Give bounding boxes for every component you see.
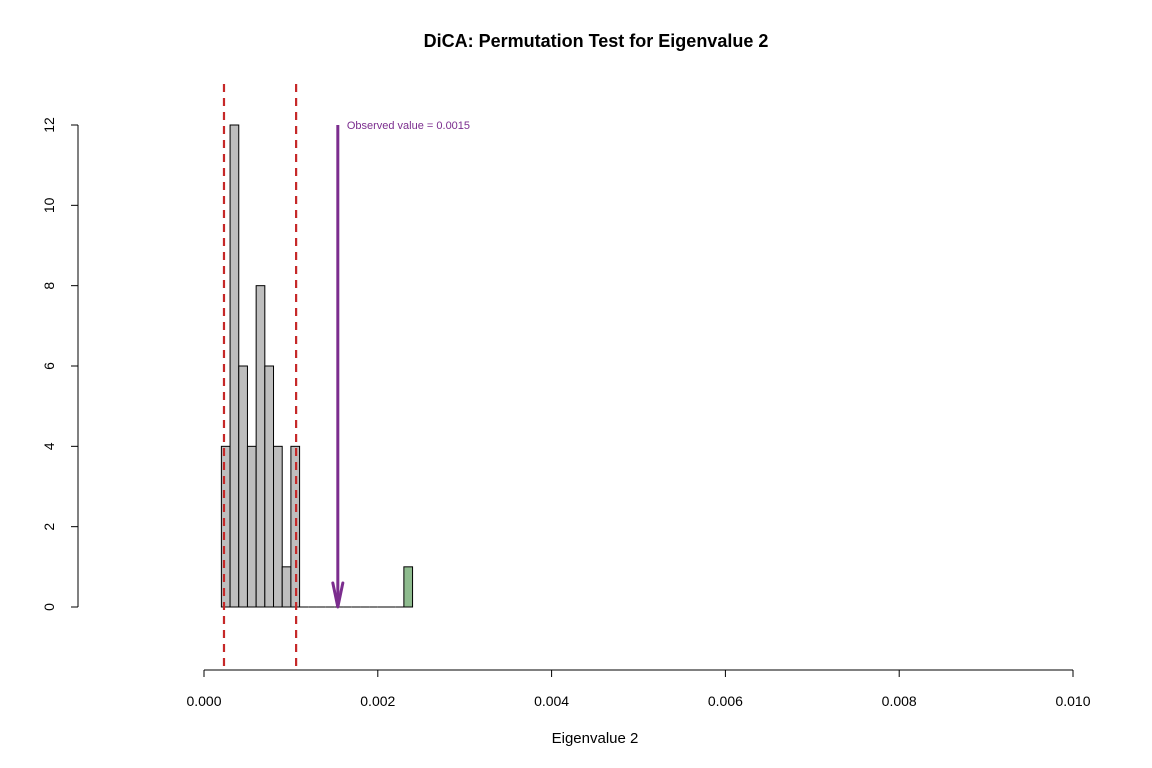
histogram-bar xyxy=(238,365,248,608)
y-tick-label: 2 xyxy=(41,523,57,531)
y-tick-label: 12 xyxy=(41,117,57,133)
x-tick-label: 0.010 xyxy=(1055,693,1090,709)
histogram-bar xyxy=(220,445,231,608)
y-tick-label: 10 xyxy=(41,197,57,213)
histogram-bar xyxy=(264,365,275,608)
histogram-bar xyxy=(281,566,292,608)
histogram-bars xyxy=(220,124,414,608)
chart-title: DiCA: Permutation Test for Eigenvalue 2 xyxy=(424,31,769,51)
y-tick-label: 6 xyxy=(41,362,57,370)
y-tick-label: 0 xyxy=(41,603,57,611)
x-tick-label: 0.006 xyxy=(708,693,743,709)
y-tick-label: 8 xyxy=(41,282,57,290)
histogram-bar-observed xyxy=(403,566,414,608)
histogram-bar xyxy=(273,445,283,608)
x-axis-label: Eigenvalue 2 xyxy=(552,730,639,747)
observed-value-label: Observed value = 0.0015 xyxy=(347,120,470,132)
x-tick-label: 0.002 xyxy=(360,693,395,709)
x-tick-label: 0.008 xyxy=(882,693,917,709)
histogram-bar xyxy=(246,445,257,608)
histogram-bar xyxy=(255,285,266,608)
critical-value-lines xyxy=(222,84,298,672)
y-axis: 0 2 4 6 8 10 12 xyxy=(41,117,79,611)
x-tick-label: 0.004 xyxy=(534,693,569,709)
observed-value-marker: Observed value = 0.0015 xyxy=(331,120,470,609)
histogram-bar xyxy=(229,124,240,608)
y-tick-label: 4 xyxy=(41,442,57,450)
x-axis: 0.000 0.002 0.004 0.006 0.008 0.010 xyxy=(186,669,1091,709)
x-tick-label: 0.000 xyxy=(186,693,221,709)
histogram-bar xyxy=(290,445,301,608)
observed-arrow-head xyxy=(331,581,345,609)
